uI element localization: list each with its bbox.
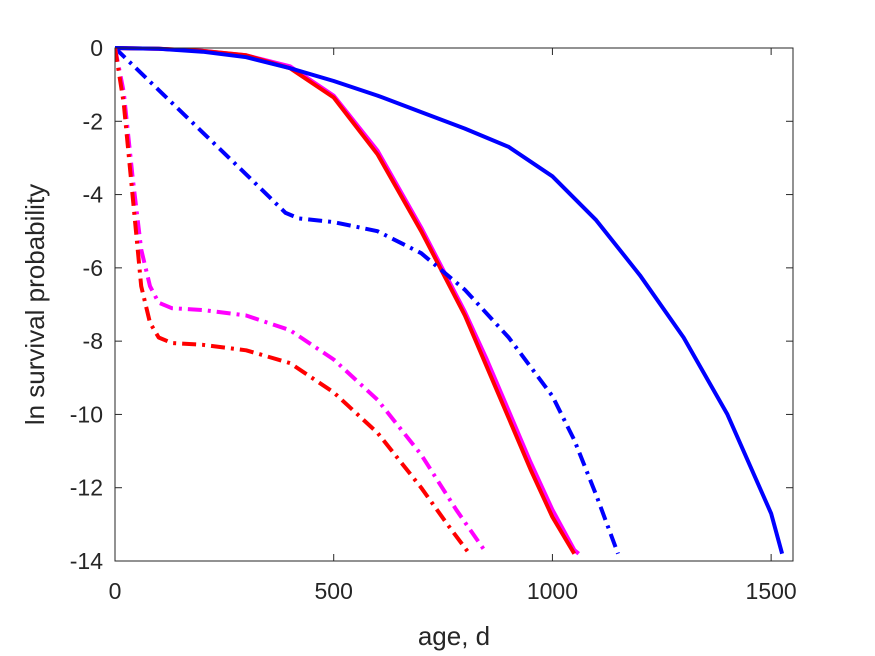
series-line-5-dashdot xyxy=(115,47,489,555)
x-tick-label: 1000 xyxy=(527,578,578,604)
y-tick-label: -4 xyxy=(83,182,104,208)
series-layer xyxy=(115,46,785,556)
x-tick-label: 500 xyxy=(315,578,353,604)
x-tick-label: 0 xyxy=(109,578,122,604)
y-tick-label: -6 xyxy=(83,255,103,281)
y-tick-label: -8 xyxy=(83,328,103,354)
x-tick-label: 1500 xyxy=(746,578,797,604)
plot-frame xyxy=(114,47,794,562)
y-axis-label: ln survival probability xyxy=(20,184,50,425)
x-axis-label: age, d xyxy=(418,621,490,651)
series-line-3-solid xyxy=(115,46,785,555)
y-tick-label: 0 xyxy=(90,35,103,61)
series-line-6-dashdot xyxy=(115,47,471,555)
series-line-4-dashdot xyxy=(115,46,620,555)
y-tick-label: -14 xyxy=(70,548,103,574)
y-tick-label: -10 xyxy=(70,401,103,427)
y-tick-label: -12 xyxy=(70,475,103,501)
y-tick-label: -2 xyxy=(83,108,103,134)
tick-layer: 0 500 1000 1500 0 -2 -4 -6 -8 -10 -12 -14 xyxy=(70,35,797,604)
